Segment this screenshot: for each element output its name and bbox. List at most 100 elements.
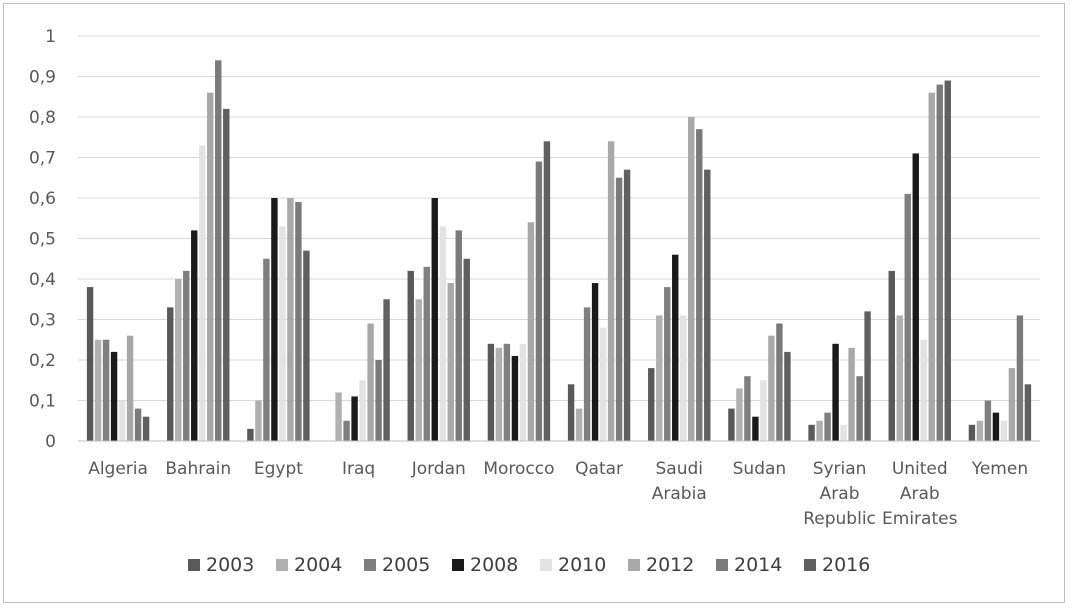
bar-2003 — [407, 270, 414, 441]
x-category-label: Saudi Arabia — [652, 459, 707, 504]
bar-2016 — [1024, 384, 1032, 441]
y-tick-label: 0 — [45, 432, 56, 452]
bar-2008 — [511, 355, 519, 441]
bar-2005 — [263, 258, 270, 441]
y-tick-label: 0,4 — [29, 270, 56, 290]
y-tick-label: 0,8 — [29, 108, 56, 128]
bar-2010 — [760, 380, 767, 441]
bar-2016 — [704, 169, 711, 441]
bar-2016 — [383, 299, 390, 441]
y-axis-ticks: 0 0,1 0,2 0,3 0,4 0,5 0,6 0,7 0,8 0,9 1 — [29, 27, 56, 452]
bar-2003 — [648, 368, 655, 441]
bar-2014 — [295, 202, 302, 441]
legend-label-2016: 2016 — [822, 554, 870, 576]
bar-2005 — [183, 270, 190, 441]
legend-swatch-2010 — [540, 559, 552, 571]
bar-2005 — [744, 376, 751, 441]
x-category-label: Morocco — [483, 459, 554, 479]
bar-2012 — [848, 347, 855, 441]
legend-swatch-2004 — [276, 559, 288, 571]
bar-2003 — [86, 287, 94, 441]
bar-2012 — [1008, 368, 1016, 441]
bar-2008 — [351, 396, 358, 441]
bar-2008 — [992, 412, 1000, 441]
bar-2004 — [94, 339, 102, 441]
legend-label-2005: 2005 — [382, 554, 430, 576]
legend-label-2014: 2014 — [734, 554, 782, 576]
bar-2004 — [495, 347, 503, 441]
legend-swatch-2014 — [716, 559, 728, 571]
legend-swatch-2016 — [804, 559, 816, 571]
bar-2005 — [984, 400, 992, 441]
bar-2014 — [615, 177, 623, 441]
bar-2014 — [776, 323, 783, 441]
bar-2010 — [599, 327, 607, 441]
bar-2016 — [864, 311, 871, 441]
bar-2008 — [191, 230, 198, 441]
bar-2008 — [832, 343, 839, 441]
y-tick-label: 0,1 — [29, 392, 56, 412]
x-category-label: United Arab Emirates — [882, 459, 958, 529]
x-category-label: Iraq — [342, 459, 375, 479]
bar-2010 — [359, 380, 366, 441]
bar-2003 — [808, 424, 815, 441]
x-category-label: Syrian Arab Republic — [803, 459, 876, 529]
bar-2005 — [503, 343, 511, 441]
bar-2014 — [134, 408, 142, 441]
y-tick-label: 0,5 — [29, 230, 56, 250]
bar-2005 — [102, 339, 110, 441]
legend-swatch-2005 — [364, 559, 376, 571]
x-category-label: Bahrain — [165, 459, 231, 479]
bar-2004 — [656, 315, 663, 441]
bar-2010 — [920, 339, 927, 441]
bar-2004 — [575, 408, 583, 441]
bar-2016 — [142, 416, 150, 441]
bar-2004 — [976, 420, 984, 441]
y-tick-label: 0,2 — [29, 351, 56, 371]
bar-2003 — [167, 307, 174, 441]
x-axis-categories: Algeria Bahrain Egypt Iraq Jordan Morocco Qata… — [88, 459, 1028, 529]
gridlines — [78, 35, 1040, 401]
bar-2008 — [431, 198, 438, 441]
bar-2004 — [736, 388, 743, 441]
bar-2014 — [856, 376, 863, 441]
y-tick-label: 0,9 — [29, 68, 56, 88]
bar-2010 — [840, 424, 847, 441]
bar-2012 — [126, 335, 134, 441]
x-category-label: Sudan — [733, 459, 787, 479]
bar-2003 — [968, 424, 976, 441]
bar-2003 — [888, 270, 895, 441]
x-category-label: Yemen — [971, 459, 1028, 479]
bar-2010 — [118, 400, 126, 441]
legend-label-2003: 2003 — [206, 554, 254, 576]
legend-label-2004: 2004 — [294, 554, 342, 576]
bar-2012 — [207, 92, 214, 441]
bar-2004 — [816, 420, 823, 441]
bar-2004 — [175, 279, 182, 441]
bar-2016 — [223, 108, 230, 442]
bar-2008 — [591, 283, 599, 441]
bar-2005 — [904, 193, 911, 441]
bar-2004 — [255, 400, 262, 441]
bar-2005 — [824, 412, 831, 441]
bar-2005 — [664, 287, 671, 441]
bar-2016 — [303, 250, 310, 441]
bar-2003 — [567, 384, 575, 441]
bar-2003 — [487, 343, 495, 441]
x-category-label: Qatar — [575, 459, 623, 479]
bar-2008 — [752, 416, 759, 441]
bar-2012 — [607, 141, 615, 442]
bar-2005 — [583, 307, 591, 441]
bar-2016 — [944, 80, 951, 442]
bar-2016 — [463, 258, 470, 441]
y-tick-label: 0,7 — [29, 149, 56, 169]
bar-2005 — [343, 420, 350, 441]
x-category-label: Jordan — [411, 459, 466, 479]
bar-2008 — [110, 351, 118, 441]
bar-2005 — [423, 266, 430, 441]
bar-2014 — [696, 129, 703, 441]
bar-2010 — [439, 226, 446, 441]
x-category-label: Egypt — [254, 459, 303, 479]
y-tick-label: 1 — [45, 27, 56, 47]
bar-2014 — [215, 60, 222, 442]
